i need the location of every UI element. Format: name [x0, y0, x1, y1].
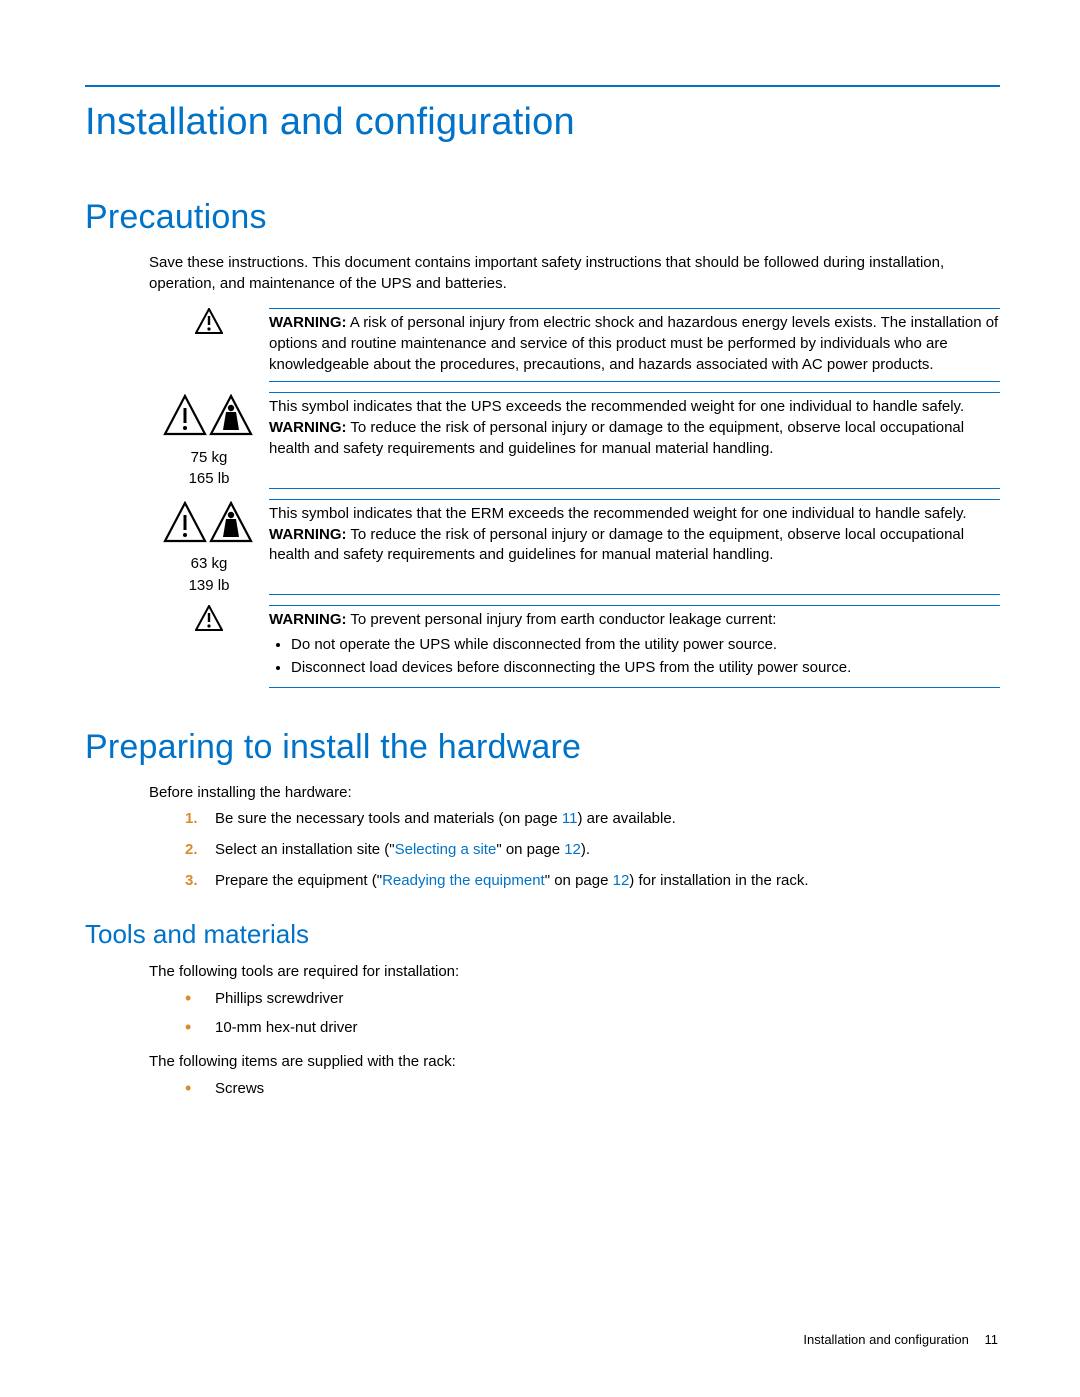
preparing-intro: Before installing the hardware:: [149, 783, 1000, 804]
page-ref-link[interactable]: 11: [562, 810, 578, 827]
weight-icon-col: 75 kg 165 lb: [149, 392, 269, 489]
page-ref-link[interactable]: 12: [613, 872, 630, 889]
tool-item: Phillips screwdriver: [185, 989, 1000, 1010]
preparing-steps: Be sure the necessary tools and material…: [185, 809, 1000, 891]
footer-page-number: 11: [985, 1332, 999, 1347]
warning-icon-col: [149, 605, 269, 687]
precautions-intro: Save these instructions. This document c…: [149, 253, 1000, 294]
cross-ref-link[interactable]: Selecting a site: [395, 841, 497, 858]
weight-symbol-text: This symbol indicates that the ERM excee…: [269, 505, 967, 522]
warning-bullet: Do not operate the UPS while disconnecte…: [291, 635, 1000, 656]
warning-label: WARNING:: [269, 611, 347, 628]
warning-icon-col: [149, 308, 269, 382]
warning-text: This symbol indicates that the UPS excee…: [269, 392, 1000, 489]
tools-intro-1: The following tools are required for ins…: [149, 962, 1000, 983]
tools-list-1: Phillips screwdriver 10-mm hex-nut drive…: [185, 989, 1000, 1038]
page-body: Installation and configuration Precautio…: [0, 0, 1080, 1100]
chapter-title: Installation and configuration: [85, 101, 1000, 144]
weight-lb: 139 lb: [149, 576, 269, 596]
warning-block-4: WARNING: To prevent personal injury from…: [149, 605, 1000, 687]
warning-body: To reduce the risk of personal injury or…: [269, 419, 964, 457]
warning-text: WARNING: To prevent personal injury from…: [269, 605, 1000, 687]
step-2: Select an installation site ("Selecting …: [185, 840, 1000, 861]
warning-block-2: 75 kg 165 lb This symbol indicates that …: [149, 392, 1000, 489]
page-ref-link[interactable]: 12: [564, 841, 581, 858]
section-preparing: Preparing to install the hardware: [85, 728, 1000, 767]
tool-item: 10-mm hex-nut driver: [185, 1018, 1000, 1039]
subsection-tools: Tools and materials: [85, 919, 1000, 950]
chapter-rule: [85, 85, 1000, 87]
tools-list-2: Screws: [185, 1079, 1000, 1100]
weight-lb: 165 lb: [149, 469, 269, 489]
warning-triangle-icon: [195, 308, 223, 340]
footer-title: Installation and configuration: [803, 1332, 969, 1347]
warning-label: WARNING:: [269, 314, 347, 331]
warning-label: WARNING:: [269, 419, 347, 436]
tools-intro-2: The following items are supplied with th…: [149, 1052, 1000, 1073]
section-precautions: Precautions: [85, 198, 1000, 237]
weight-icon-col: 63 kg 139 lb: [149, 499, 269, 596]
weight-kg: 75 kg: [149, 448, 269, 468]
warning-body: To reduce the risk of personal injury or…: [269, 526, 964, 564]
weight-symbol-text: This symbol indicates that the UPS excee…: [269, 398, 964, 415]
warning-lead: To prevent personal injury from earth co…: [350, 611, 776, 628]
weight-warning-icon: [163, 501, 255, 553]
warning-text: WARNING: A risk of personal injury from …: [269, 308, 1000, 382]
page-footer: Installation and configuration 11: [803, 1332, 998, 1347]
warning-label: WARNING:: [269, 526, 347, 543]
weight-warning-icon: [163, 394, 255, 446]
cross-ref-link[interactable]: Readying the equipment: [382, 872, 545, 889]
warning-block-3: 63 kg 139 lb This symbol indicates that …: [149, 499, 1000, 596]
warning-body: A risk of personal injury from electric …: [269, 314, 998, 372]
supplied-item: Screws: [185, 1079, 1000, 1100]
warning-bullet-list: Do not operate the UPS while disconnecte…: [291, 635, 1000, 678]
step-1: Be sure the necessary tools and material…: [185, 809, 1000, 830]
warning-triangle-icon: [195, 605, 223, 637]
step-3: Prepare the equipment ("Readying the equ…: [185, 871, 1000, 892]
warning-text: This symbol indicates that the ERM excee…: [269, 499, 1000, 596]
weight-kg: 63 kg: [149, 554, 269, 574]
warning-bullet: Disconnect load devices before disconnec…: [291, 658, 1000, 679]
warning-block-1: WARNING: A risk of personal injury from …: [149, 308, 1000, 382]
